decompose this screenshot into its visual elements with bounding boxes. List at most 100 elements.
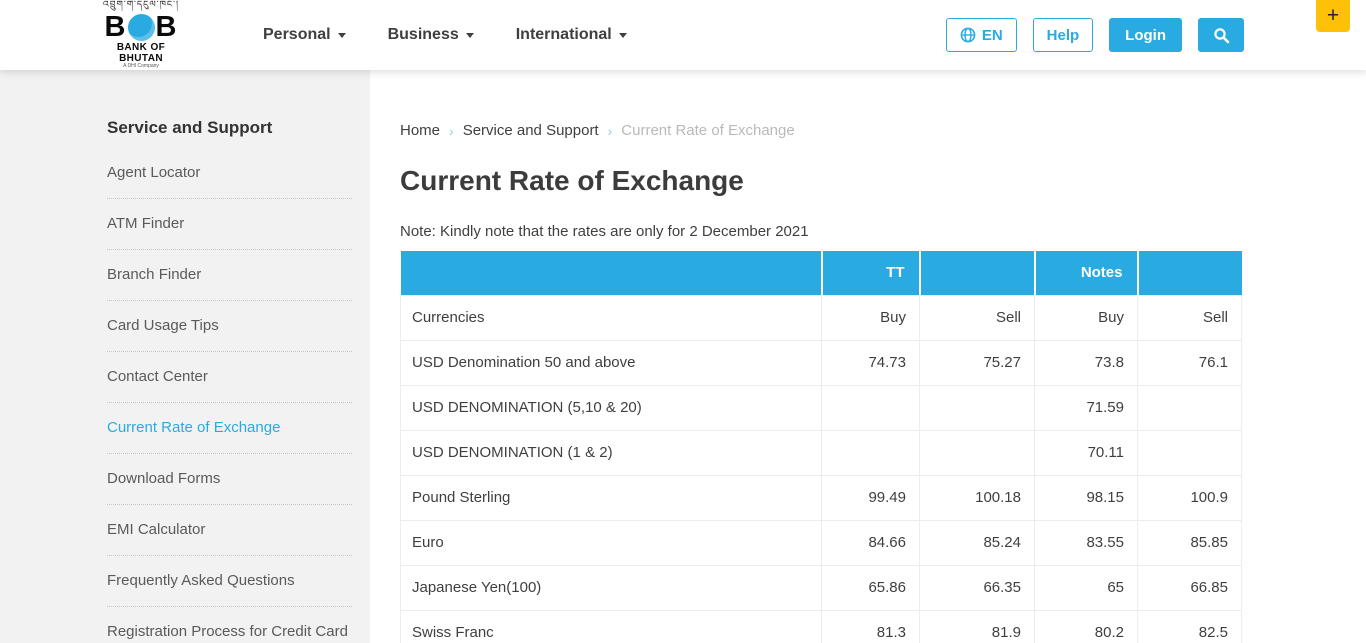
language-label: EN [981, 26, 1003, 44]
rate-value-cell: 65 [1034, 564, 1138, 611]
group-header-empty [1137, 251, 1242, 295]
page-title: Current Rate of Exchange [400, 165, 744, 196]
table-row: USD DENOMINATION (5,10 & 20) 71.59 [400, 384, 1242, 431]
rate-value-cell: 98.15 [1034, 474, 1138, 521]
table-row: Pound Sterling 99.49 100.18 98.15 100.9 [400, 474, 1242, 521]
table-group-header-row: TT Notes [400, 251, 1242, 295]
rate-value-cell: 82.5 [1137, 609, 1242, 643]
rate-value-cell [919, 384, 1035, 431]
nav-item-international[interactable]: International [516, 26, 627, 44]
sidebar-item[interactable]: EMI Calculator [107, 505, 352, 556]
rate-value-cell: 84.66 [821, 519, 920, 566]
rate-value-cell: 100.18 [919, 474, 1035, 521]
breadcrumb: Home › Service and Support › Current Rat… [400, 122, 1366, 139]
group-header-notes: Notes [1034, 251, 1139, 295]
table-row: Japanese Yen(100) 65.86 66.35 65 66.85 [400, 564, 1242, 611]
sidebar-list: Agent Locator ATM Finder Branch Finder Card… [107, 148, 352, 643]
sidebar-item[interactable]: Agent Locator [107, 148, 352, 199]
rates-tbody: Currencies Buy Sell Buy Sell USD Denomin… [400, 294, 1242, 643]
rate-value-cell: 66.85 [1137, 564, 1242, 611]
rate-value-cell: 81.9 [919, 609, 1035, 643]
rate-value-cell: 100.9 [1137, 474, 1242, 521]
sidebar-item[interactable]: Contact Center [107, 352, 352, 403]
sidebar-title: Service and Support [107, 118, 273, 137]
currency-name-cell: USD Denomination 50 and above [400, 339, 822, 386]
main-nav: Personal Business International [263, 26, 627, 44]
breadcrumb-service-and-support[interactable]: Service and Support [462, 122, 599, 139]
rate-value-cell [821, 429, 920, 476]
rate-value-cell: 76.1 [1137, 339, 1242, 386]
group-header-empty [919, 251, 1036, 295]
plus-icon: + [1326, 4, 1340, 27]
group-header-empty [400, 251, 823, 295]
logo-tagline: A DHI Company [123, 63, 159, 70]
exchange-rates-table: TT Notes Currencies Buy Sell Buy Sell US… [400, 251, 1242, 643]
chevron-down-icon [337, 32, 346, 38]
rate-value-cell: 75.27 [919, 339, 1035, 386]
currency-name-cell: Swiss Franc [400, 609, 822, 643]
rate-value-cell: 83.55 [1034, 519, 1138, 566]
sidebar-item[interactable]: Current Rate of Exchange [107, 403, 352, 454]
subheader-notes-sell: Sell [1137, 294, 1242, 341]
nav-item-personal[interactable]: Personal [263, 26, 346, 44]
chevron-down-icon [618, 32, 627, 38]
subheader-notes-buy: Buy [1034, 294, 1138, 341]
chevron-right-icon: › [449, 122, 454, 139]
table-row: USD DENOMINATION (1 & 2) 70.11 [400, 429, 1242, 476]
sidebar-item[interactable]: Frequently Asked Questions [107, 556, 352, 607]
table-row: Swiss Franc 81.3 81.9 80.2 82.5 [400, 609, 1242, 643]
rate-value-cell: 65.86 [821, 564, 920, 611]
rate-value-cell [1137, 384, 1242, 431]
sidebar-item[interactable]: Registration Process for Credit Card [107, 607, 352, 643]
breadcrumb-current-page: Current Rate of Exchange [621, 122, 795, 139]
sidebar-item[interactable]: ATM Finder [107, 199, 352, 250]
currency-name-cell: Euro [400, 519, 822, 566]
rate-value-cell: 99.49 [821, 474, 920, 521]
currency-name-cell: Pound Sterling [400, 474, 822, 521]
rate-value-cell: 73.8 [1034, 339, 1138, 386]
rate-value-cell [821, 384, 920, 431]
rate-value-cell [1137, 429, 1242, 476]
sidebar-item[interactable]: Branch Finder [107, 250, 352, 301]
group-header-tt: TT [821, 251, 921, 295]
sidebar-item[interactable]: Card Usage Tips [107, 301, 352, 352]
logo-dzongkha-text: འབྲུག་གི་དངུལ་ཁང་། [103, 0, 179, 10]
page-body: Service and Support Agent Locator ATM Fin… [0, 70, 1366, 643]
rate-value-cell: 71.59 [1034, 384, 1138, 431]
sidebar-item[interactable]: Download Forms [107, 454, 352, 505]
accessibility-plus-button[interactable]: + [1316, 0, 1350, 32]
search-icon [1213, 27, 1229, 43]
breadcrumb-home[interactable]: Home [400, 122, 441, 139]
chevron-right-icon: › [607, 122, 613, 139]
help-button[interactable]: Help [1032, 18, 1094, 52]
globe-icon [960, 27, 976, 43]
chevron-down-icon [465, 32, 474, 38]
rate-value-cell: 85.85 [1137, 519, 1242, 566]
rate-value-cell: 81.3 [821, 609, 920, 643]
table-row: Euro 84.66 85.24 83.55 85.85 [400, 519, 1242, 566]
language-button[interactable]: EN [945, 18, 1017, 52]
rates-note: Note: Kindly note that the rates are onl… [400, 223, 809, 240]
rate-value-cell: 70.11 [1034, 429, 1138, 476]
subheader-currencies: Currencies [400, 294, 822, 341]
logo-bank-name: BANK OF BHUTAN [116, 42, 166, 64]
subheader-tt-sell: Sell [919, 294, 1035, 341]
rate-value-cell: 74.73 [821, 339, 920, 386]
nav-item-business[interactable]: Business [388, 26, 474, 44]
rate-value-cell: 85.24 [919, 519, 1035, 566]
currency-name-cell: USD DENOMINATION (5,10 & 20) [400, 384, 822, 431]
table-row: USD Denomination 50 and above 74.73 75.27 7… [400, 339, 1242, 386]
logo-circle-icon [127, 13, 155, 41]
login-button[interactable]: Login [1109, 18, 1182, 52]
sidebar: Service and Support Agent Locator ATM Fin… [0, 70, 370, 643]
header-actions: EN Help Login [945, 18, 1244, 52]
rate-value-cell: 80.2 [1034, 609, 1138, 643]
main-content: Home › Service and Support › Current Rat… [370, 70, 1366, 643]
table-subheader-row: Currencies Buy Sell Buy Sell [400, 294, 1242, 341]
search-button[interactable] [1198, 18, 1244, 52]
rate-value-cell [919, 429, 1035, 476]
rate-value-cell: 66.35 [919, 564, 1035, 611]
